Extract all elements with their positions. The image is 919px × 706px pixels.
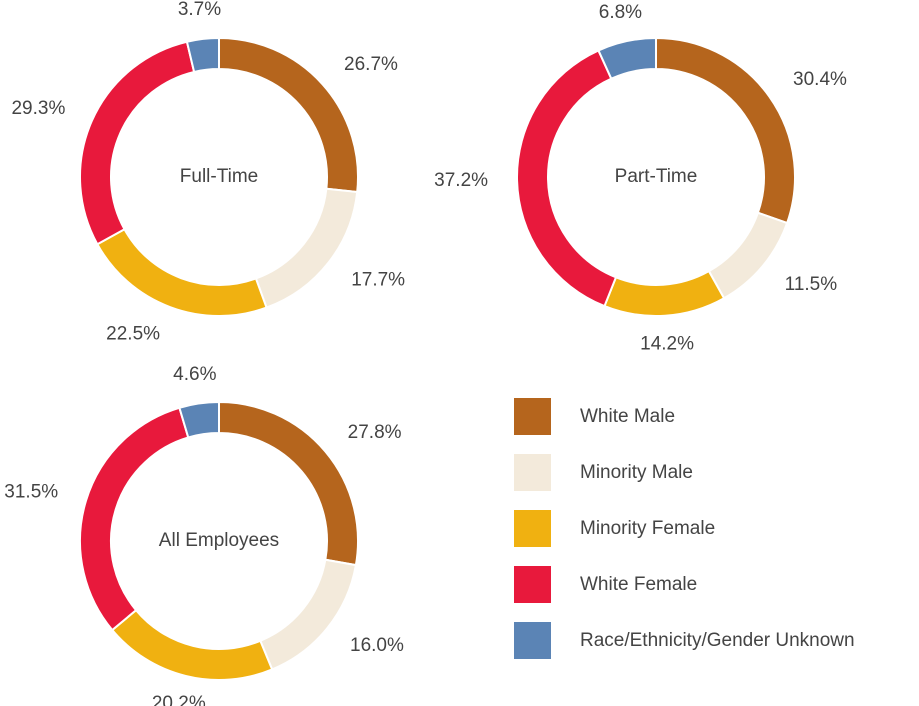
donut-slice [185, 36, 220, 74]
data-label: 20.2% [152, 693, 206, 706]
donut-slice [597, 36, 657, 81]
data-label: 4.6% [173, 364, 216, 385]
donut-slice [254, 187, 359, 309]
data-label: 6.8% [599, 2, 642, 23]
legend-label: White Female [580, 574, 697, 595]
legend-label: Minority Female [580, 518, 715, 539]
data-label: 30.4% [793, 69, 847, 90]
data-label: 26.7% [344, 54, 398, 75]
legend-swatch [514, 622, 551, 659]
data-label: 29.3% [11, 98, 65, 119]
data-label: 17.7% [351, 270, 405, 291]
donut-slice [178, 400, 220, 439]
donut-slice [603, 269, 726, 317]
legend-swatch [514, 398, 551, 435]
donut-slice [655, 36, 796, 225]
donut-slice [258, 558, 358, 671]
donut-center-label: Full-Time [180, 166, 258, 187]
donut-slice [707, 211, 789, 300]
data-label: 31.5% [4, 481, 58, 502]
donut-slice [79, 406, 190, 632]
data-label: 16.0% [350, 635, 404, 656]
donut-slice [516, 49, 618, 308]
legend-swatch [514, 510, 551, 547]
legend-swatch [514, 454, 551, 491]
data-label: 3.7% [178, 0, 221, 20]
legend-label: Race/Ethnicity/Gender Unknown [580, 630, 855, 651]
donut-center-label: All Employees [159, 530, 279, 551]
data-label: 11.5% [785, 274, 838, 295]
legend-label: White Male [580, 406, 675, 427]
legend-swatch [514, 566, 551, 603]
legend-label: Minority Male [580, 462, 693, 483]
data-label: 27.8% [348, 422, 402, 443]
donut-slice [79, 40, 196, 246]
donut-center-label: Part-Time [615, 166, 698, 187]
data-label: 37.2% [434, 170, 488, 191]
data-label: 22.5% [106, 323, 160, 344]
data-label: 14.2% [640, 334, 694, 355]
donut-slice [95, 227, 268, 317]
donut-slice [110, 608, 274, 681]
